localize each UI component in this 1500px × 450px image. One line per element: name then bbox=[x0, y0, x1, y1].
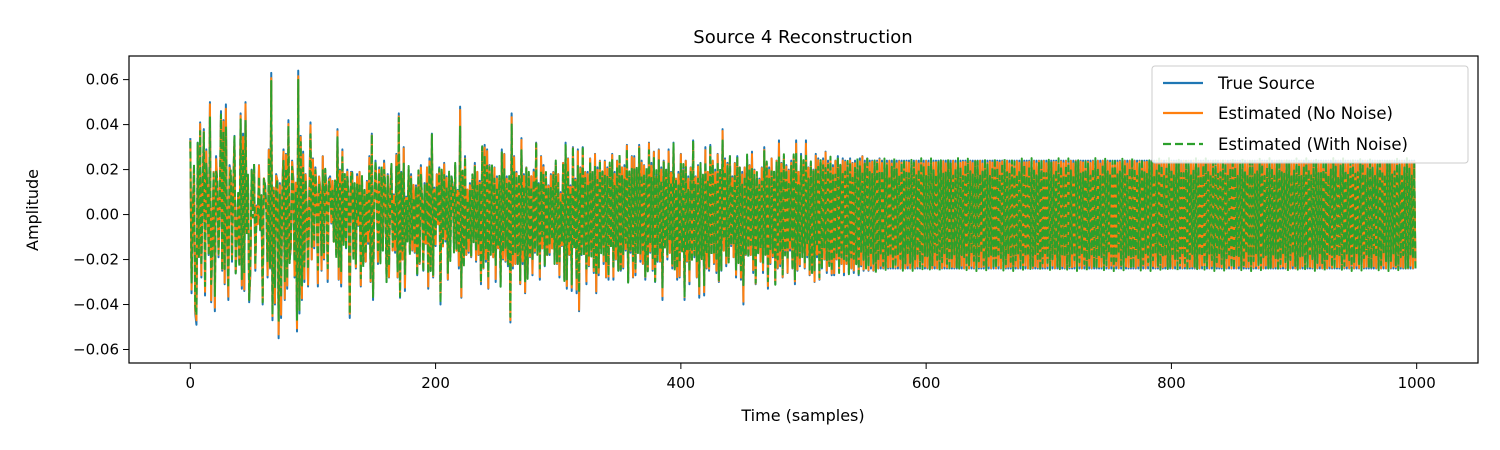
y-tick-label: 0.02 bbox=[86, 161, 119, 179]
legend: True Source Estimated (No Noise) Estimat… bbox=[1151, 65, 1469, 164]
y-tick-label: −0.02 bbox=[73, 251, 119, 269]
x-tick-label: 600 bbox=[912, 374, 941, 392]
series-layer bbox=[189, 69, 1417, 340]
legend-label-estimated-with-noise: Estimated (With Noise) bbox=[1218, 135, 1408, 154]
x-axis-ticks: 0 200 400 600 800 1000 bbox=[186, 363, 1436, 392]
y-axis-ticks: −0.06 −0.04 −0.02 0.00 0.02 0.04 0.06 bbox=[73, 71, 129, 359]
y-tick-label: 0.06 bbox=[86, 71, 119, 89]
x-axis-label: Time (samples) bbox=[740, 406, 864, 425]
y-tick-label: 0.00 bbox=[86, 206, 119, 224]
y-tick-label: −0.06 bbox=[73, 341, 119, 359]
y-tick-label: 0.04 bbox=[86, 116, 119, 134]
legend-frame bbox=[1151, 65, 1469, 164]
x-tick-label: 1000 bbox=[1398, 374, 1436, 392]
x-tick-label: 800 bbox=[1157, 374, 1186, 392]
chart-title: Source 4 Reconstruction bbox=[693, 27, 912, 48]
series-line-estimated-with-noise bbox=[189, 78, 1417, 323]
x-tick-label: 0 bbox=[186, 374, 196, 392]
legend-label-true-source: True Source bbox=[1217, 74, 1315, 93]
x-tick-label: 200 bbox=[421, 374, 450, 392]
plot-frame bbox=[128, 55, 1479, 364]
x-tick-label: 400 bbox=[667, 374, 696, 392]
y-axis-label: Amplitude bbox=[23, 169, 42, 251]
legend-label-estimated-no-noise: Estimated (No Noise) bbox=[1218, 104, 1393, 123]
y-tick-label: −0.04 bbox=[73, 296, 119, 314]
